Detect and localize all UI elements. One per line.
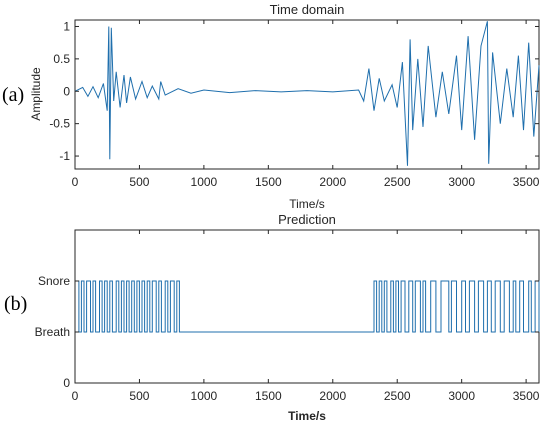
x-tick-label-a-0: 0: [72, 175, 79, 189]
x-tick-label-a-4: 2000: [319, 175, 346, 189]
panel-label-b: (b): [4, 293, 27, 315]
x-tick-label-a-7: 3500: [513, 175, 540, 189]
x-tick-label-b-7: 3500: [513, 389, 540, 403]
chart-title-b: Prediction: [278, 212, 336, 227]
y-tick-label-a-0: -1: [59, 149, 70, 163]
x-ticks-b: 0 500 1000 1500 2000 2500 3000 3500: [72, 230, 540, 403]
y-tick-label-a-1: -0.5: [49, 117, 70, 131]
x-tick-label-a-3: 1500: [255, 175, 282, 189]
y-ticks-a: -1 -0.5 0 0.5 1: [49, 19, 539, 163]
x-tick-label-b-6: 3000: [448, 389, 475, 403]
x-axis-label-b: Time/s: [288, 409, 326, 423]
x-tick-label-b-4: 2000: [319, 389, 346, 403]
y-axis-label-a: Amplitude: [29, 67, 43, 121]
y-tick-label-b-1: Breath: [35, 325, 70, 339]
series-group-a: [74, 21, 540, 166]
x-tick-label-a-1: 500: [129, 175, 149, 189]
x-axis-label-a: Time/s: [289, 197, 325, 211]
plot-area-a: [74, 19, 540, 170]
y-tick-label-b-2: Snore: [38, 274, 70, 288]
series-line-a-0: [74, 21, 540, 166]
series-line-b-0: [75, 280, 540, 333]
x-tick-label-b-3: 1500: [255, 389, 282, 403]
x-tick-label-a-6: 3000: [448, 175, 475, 189]
y-tick-label-a-4: 1: [63, 19, 70, 33]
y-tick-label-a-3: 0.5: [53, 52, 70, 66]
x-ticks-a: 0 500 1000 1500 2000 2500 3000 3500: [72, 20, 540, 189]
y-tick-label-a-2: 0: [63, 84, 70, 98]
y-tick-label-b-0: 0: [63, 376, 70, 390]
x-tick-label-a-5: 2500: [384, 175, 411, 189]
x-tick-label-b-2: 1000: [191, 389, 218, 403]
series-group-b: [75, 280, 540, 333]
x-tick-label-b-5: 2500: [384, 389, 411, 403]
chart-prediction: (b) Prediction 0 500 1000 1500 2000 2500 3000 3…: [4, 212, 540, 423]
x-tick-label-a-2: 1000: [191, 175, 218, 189]
panel-label-a: (a): [2, 84, 24, 106]
x-tick-label-b-0: 0: [72, 389, 79, 403]
chart-time-domain: (a) Time domain 0 500 1000 1500 2000 2500 3000…: [2, 2, 540, 211]
x-tick-label-b-1: 500: [129, 389, 149, 403]
chart-title-a: Time domain: [270, 2, 345, 17]
y-ticks-b: 0 Breath Snore: [35, 274, 539, 390]
